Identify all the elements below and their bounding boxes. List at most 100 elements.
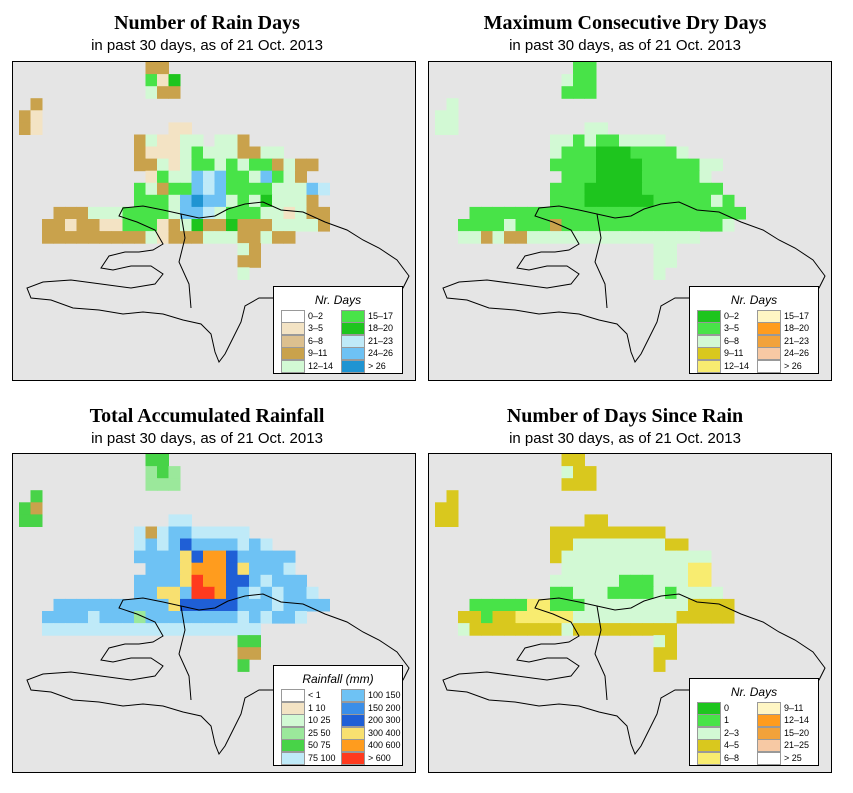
grid-cell [607,538,620,552]
legend-label: 18–20 [368,323,394,333]
grid-cell [619,219,631,232]
grid-cell [157,574,169,588]
grid-cell [676,158,689,172]
grid-cell [283,598,296,612]
grid-cell [515,219,528,232]
legend-swatch [757,347,781,360]
legend-swatch [697,322,721,335]
map-canvas [19,62,410,364]
grid-cell [88,231,100,244]
grid-cell [527,598,539,612]
grid-cell [99,219,112,232]
grid-cell [203,526,215,540]
grid-cell [734,206,746,220]
grid-cell [607,231,620,244]
grid-cell [619,182,631,196]
grid-cell [306,182,319,196]
grid-cell [168,562,181,576]
grid-cell [180,122,192,135]
grid-cell [653,255,666,268]
grid-cell [711,206,723,220]
grid-cell [665,598,677,612]
grid-cell [676,611,689,624]
grid-cell [65,623,77,636]
grid-cell [711,158,723,172]
grid-cell [203,158,215,172]
grid-cell [630,623,643,636]
legend-swatch [341,726,365,740]
grid-cell [584,134,597,148]
grid-cell [642,158,654,172]
grid-cell [561,158,574,172]
grid-cell [538,219,551,232]
legend-title: Nr. Days [314,292,362,307]
grid-cell [653,206,666,220]
grid-cell [573,231,585,244]
grid-cell [550,146,562,160]
grid-cell [538,623,551,636]
grid-cell [446,490,459,503]
grid-cell [607,586,620,600]
panel-title: Number of Rain Days [114,12,300,34]
grid-cell [226,550,238,564]
grid-cell [145,550,158,564]
grid-cell [30,110,43,123]
grid-cell [653,611,666,624]
grid-cell [145,146,158,160]
grid-cell [642,598,654,612]
grid-cell [584,182,597,196]
grid-cell [295,158,307,172]
grid-cell [191,550,204,564]
grid-cell [607,134,620,148]
grid-cell [180,550,192,564]
grid-cell [573,538,585,552]
grid-cell [435,502,447,515]
grid-cell [111,611,123,624]
grid-cell [226,206,238,220]
grid-cell [157,182,169,196]
coastline [442,201,826,364]
grid-cell [630,586,643,600]
coastline [26,201,410,364]
grid-cell [249,170,261,184]
grid-cell [527,219,539,232]
grid-cell [538,598,551,612]
grid-cell [699,562,712,576]
grid-cell [168,526,181,540]
grid-cell [607,158,620,172]
grid-cell [527,623,539,636]
legend-label: 6–8 [724,752,740,763]
grid-cell [237,647,250,660]
legend-label: > 25 [784,752,802,763]
legend-swatch [341,347,365,360]
grid-cell [653,562,666,576]
legend-label: 2–3 [724,727,740,738]
grid-cell [295,586,307,600]
grid-cell [283,611,296,624]
grid-cell [237,170,250,184]
grid-cell [596,134,608,148]
grid-cell [191,623,204,636]
grid-cell [653,158,666,172]
grid-cell [203,219,215,232]
legend-label: 300 400 [368,727,401,738]
grid-cell [561,74,574,87]
grid-cell [180,170,192,184]
legend-label: 15–20 [784,727,810,738]
grid-cell [272,219,284,232]
legend-label: 9–11 [724,348,744,358]
legend-swatch [697,309,721,323]
grid-cell [596,623,608,636]
legend-label: 0 [724,702,730,713]
grid-cell [699,550,712,564]
grid-cell [653,134,666,148]
grid-cell [607,146,620,160]
grid-cell [630,574,643,588]
legend-title: Rainfall (mm) [302,672,374,686]
grid-cell [237,158,250,172]
grid-cell [145,86,158,99]
grid-cell [653,598,666,612]
legend-title: Nr. Days [730,292,778,307]
grid-cell [596,574,608,588]
legend: Rainfall (mm) < 1 1 10 10 25 25 50 50 75 75 10… [273,665,403,766]
